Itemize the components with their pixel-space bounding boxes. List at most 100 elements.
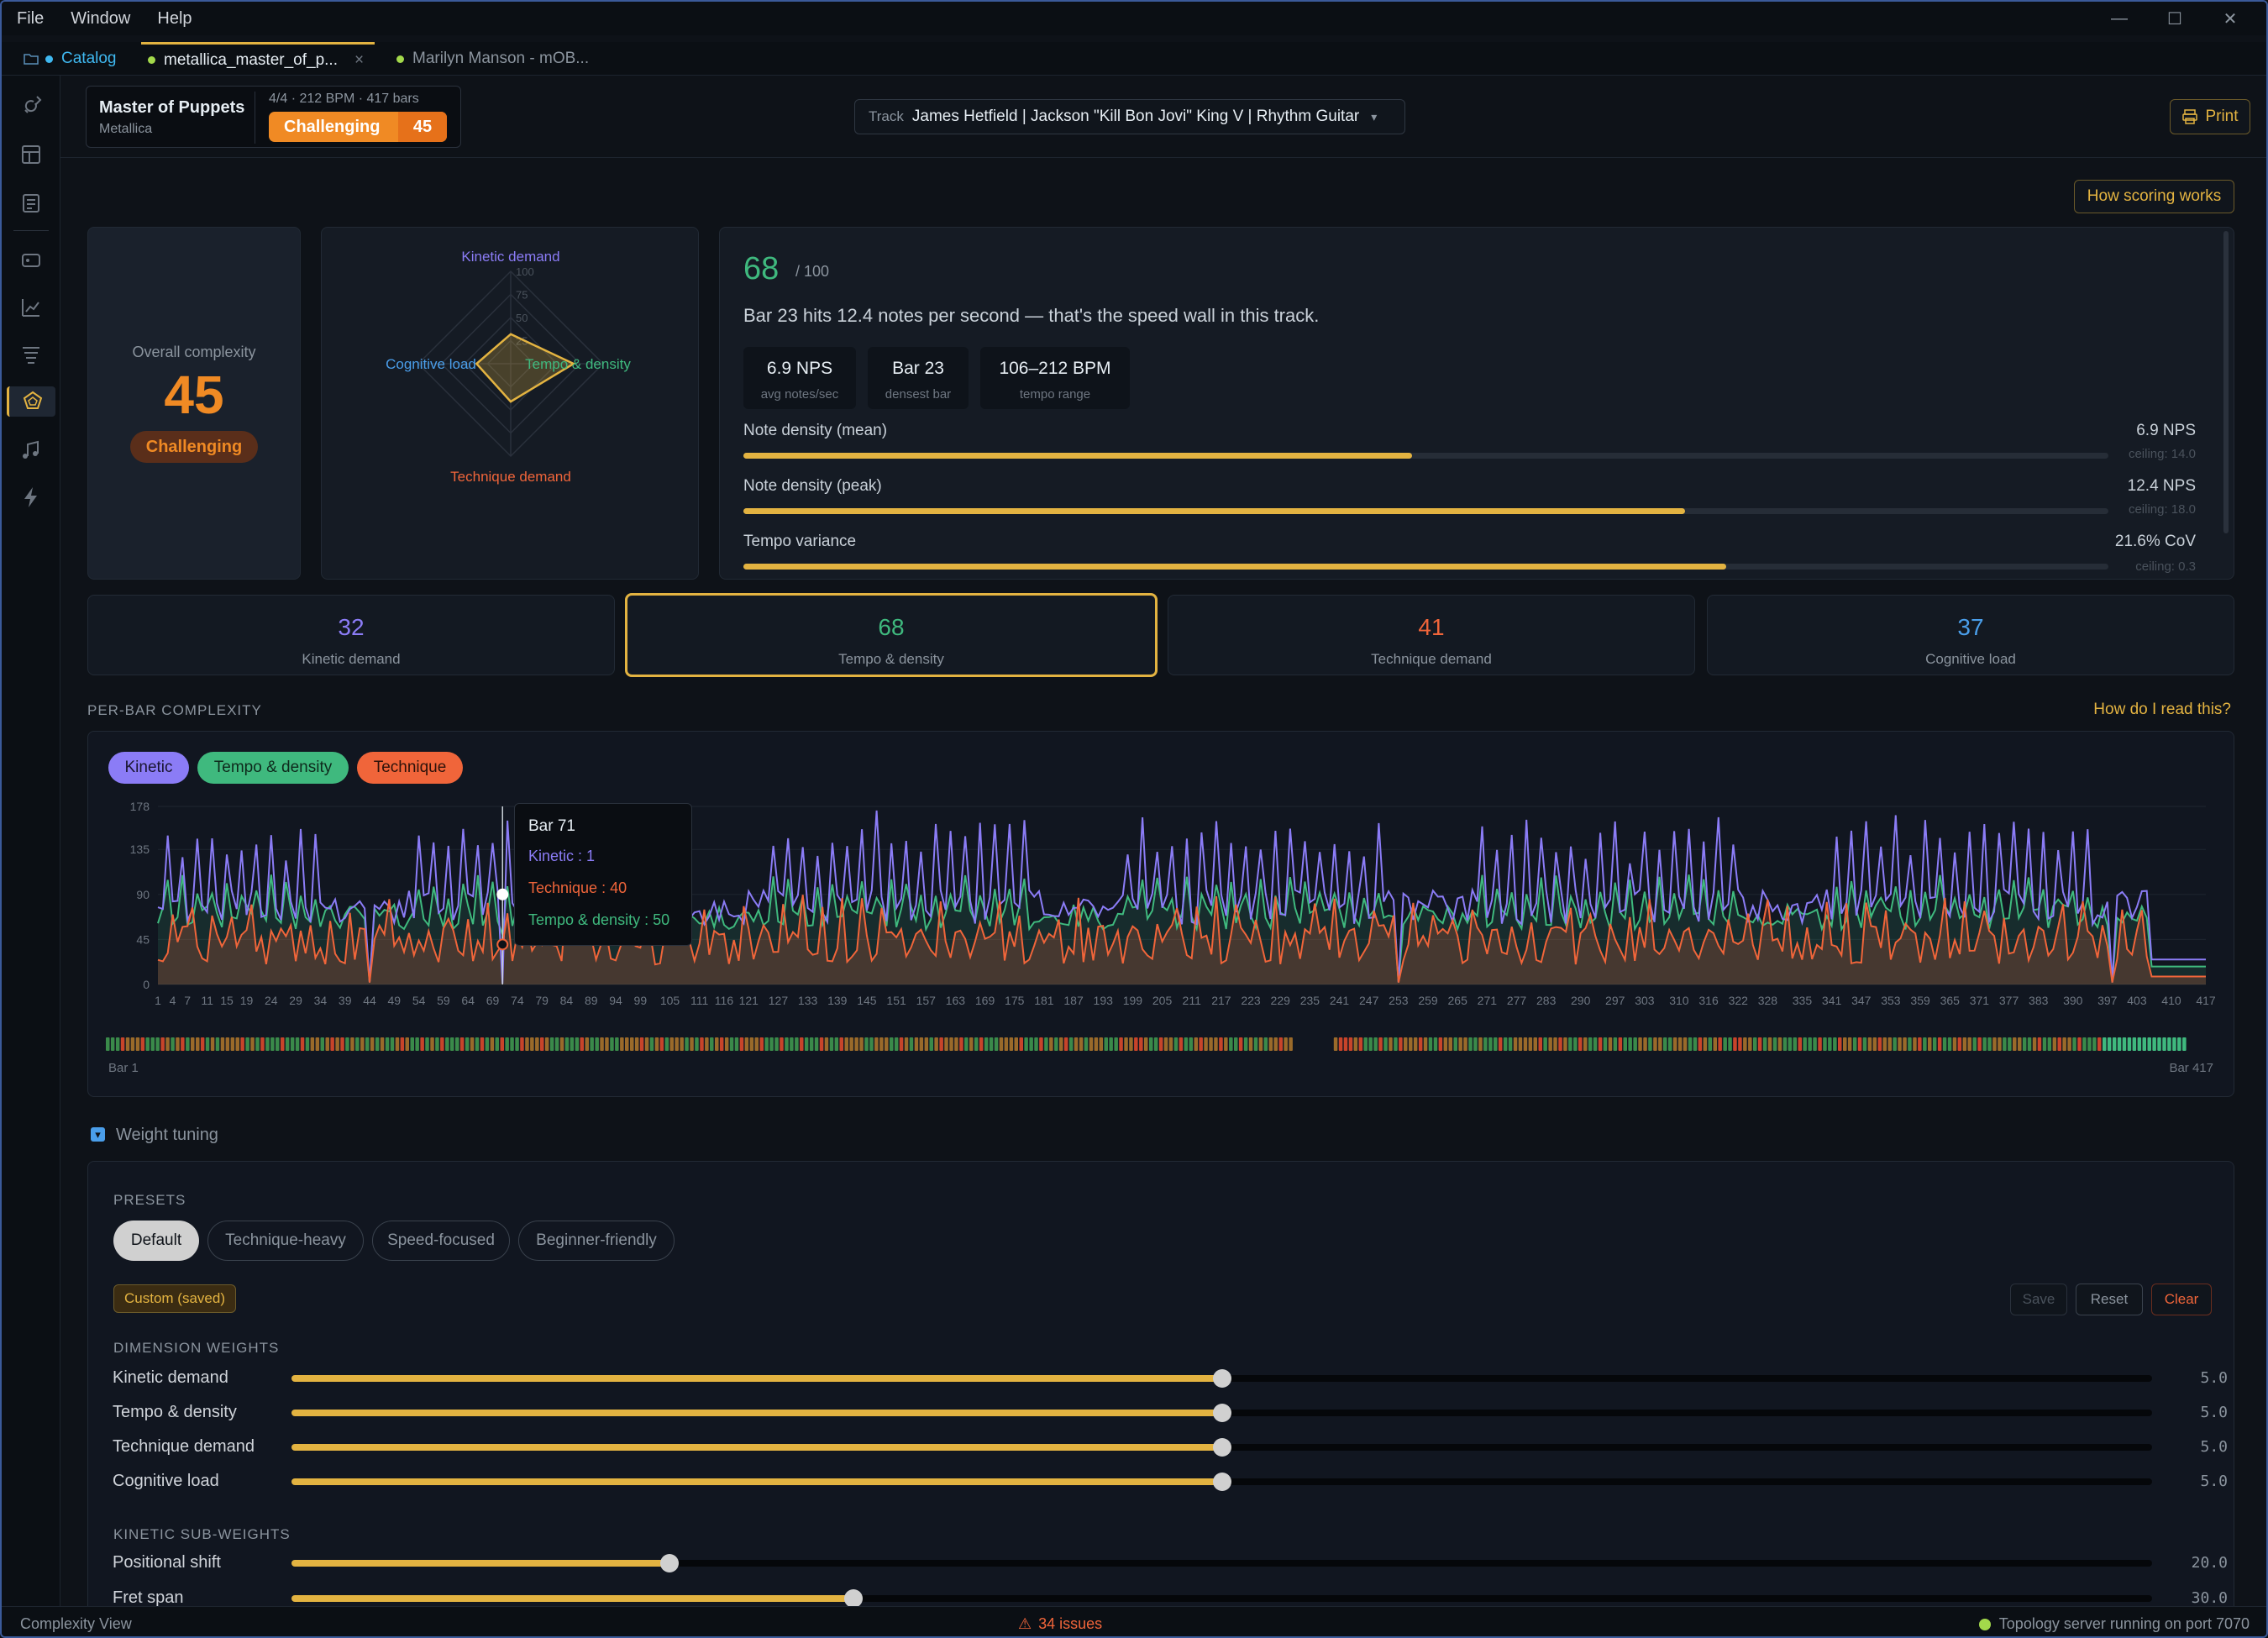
slider-track[interactable] <box>291 1438 2152 1457</box>
difficulty-score: 45 <box>398 112 447 142</box>
slider-value: 30.0 <box>2191 1589 2228 1606</box>
heatstrip-cell <box>769 1037 774 1051</box>
x-tick-label: 145 <box>857 994 877 1007</box>
heatstrip-cell <box>989 1037 994 1051</box>
slider-handle[interactable] <box>1212 1369 1231 1388</box>
minimize-icon[interactable]: — <box>2111 8 2128 28</box>
dimension-card-kinetic[interactable]: 32 Kinetic demand <box>87 595 615 675</box>
heatstrip-cell <box>420 1037 424 1051</box>
perbar-help-link[interactable]: How do I read this? <box>2093 701 2231 718</box>
heatstrip-cell <box>1588 1037 1593 1051</box>
legend-tempo[interactable]: Tempo & density <box>197 752 349 784</box>
slider-fill <box>291 1560 669 1567</box>
heatstrip-cell <box>1548 1037 1552 1051</box>
sidebar-dashboard[interactable] <box>16 139 46 170</box>
dimension-value: 37 <box>1957 614 1984 640</box>
slider-track[interactable] <box>291 1473 2152 1491</box>
chip-value: 6.9 NPS <box>766 359 833 378</box>
heatstrip-cell <box>914 1037 919 1051</box>
heatstrip-cell <box>1024 1037 1028 1051</box>
tab-metallica[interactable]: metallica_master_of_p... × <box>141 42 375 76</box>
heatstrip-cell <box>1104 1037 1108 1051</box>
heatstrip-cell <box>904 1037 909 1051</box>
sidebar-lightning[interactable] <box>16 482 46 512</box>
legend-technique[interactable]: Technique <box>357 752 463 784</box>
heatstrip-cell <box>1258 1037 1263 1051</box>
heatstrip-cell <box>1343 1037 1348 1051</box>
heatstrip-cell <box>1668 1037 1672 1051</box>
how-scoring-button[interactable]: How scoring works <box>2074 180 2234 213</box>
heatstrip-cell <box>1757 1037 1762 1051</box>
sidebar-music[interactable] <box>16 435 46 465</box>
heatstrip-cell <box>485 1037 490 1051</box>
sidebar-document[interactable] <box>16 188 46 218</box>
slider-handle[interactable] <box>843 1589 863 1606</box>
tab-catalog[interactable]: Catalog <box>24 42 133 76</box>
dimension-card-tempo[interactable]: 68 Tempo & density <box>625 593 1158 677</box>
slider-track[interactable] <box>291 1554 2152 1572</box>
heatstrip-cell <box>1394 1037 1398 1051</box>
dimension-label: Cognitive load <box>1925 651 2016 667</box>
heatstrip-cell <box>1643 1037 1647 1051</box>
clear-button[interactable]: Clear <box>2151 1284 2212 1315</box>
heatstrip-cell <box>305 1037 310 1051</box>
heatstrip-cell <box>934 1037 938 1051</box>
detail-scrollbar[interactable] <box>2223 231 2229 533</box>
slider-track[interactable] <box>291 1369 2152 1388</box>
dimension-card-cognitive[interactable]: 37 Cognitive load <box>1707 595 2234 675</box>
heatstrip-cell <box>1793 1037 1797 1051</box>
heatstrip-cell <box>2022 1037 2027 1051</box>
dimension-card-technique[interactable]: 41 Technique demand <box>1168 595 1695 675</box>
sidebar-chart[interactable] <box>16 292 46 323</box>
heatstrip-cell <box>1628 1037 1632 1051</box>
sidebar-complexity[interactable] <box>7 386 55 417</box>
legend-kinetic[interactable]: Kinetic <box>108 752 189 784</box>
heatstrip-cell <box>1887 1037 1892 1051</box>
x-tick-label: 34 <box>314 994 328 1007</box>
save-button[interactable]: Save <box>2010 1284 2067 1315</box>
heatstrip-cell <box>1074 1037 1079 1051</box>
maximize-icon[interactable]: ☐ <box>2167 9 2182 29</box>
preset-beginner-friendly[interactable]: Beginner-friendly <box>518 1221 675 1261</box>
sidebar-layers[interactable] <box>16 339 46 370</box>
x-tick-label: 383 <box>2029 994 2049 1007</box>
heatstrip-cell <box>196 1037 200 1051</box>
slider-handle[interactable] <box>1212 1438 1231 1457</box>
heatstrip-cell <box>844 1037 848 1051</box>
tab-label: Catalog <box>61 50 117 67</box>
heatstrip-cell <box>176 1037 180 1051</box>
heatstrip-cell <box>549 1037 554 1051</box>
radar-ring-label: 50 <box>516 312 528 324</box>
sidebar-settings-card[interactable] <box>16 245 46 276</box>
slider-fill <box>291 1410 1222 1416</box>
slider-track[interactable] <box>291 1404 2152 1422</box>
menu-help[interactable]: Help <box>157 8 192 28</box>
x-tick-label: 410 <box>2161 994 2181 1007</box>
x-tick-label: 259 <box>1418 994 1438 1007</box>
heatstrip-cell <box>2013 1037 2017 1051</box>
sidebar-guitar[interactable] <box>16 91 46 121</box>
slider-handle[interactable] <box>1212 1404 1231 1422</box>
menu-window[interactable]: Window <box>71 8 131 28</box>
slider-track[interactable] <box>291 1589 2152 1606</box>
tab-close-icon[interactable]: × <box>354 50 365 69</box>
slider-handle[interactable] <box>659 1554 679 1572</box>
preset-technique-heavy[interactable]: Technique-heavy <box>207 1221 364 1261</box>
print-button[interactable]: Print <box>2170 99 2250 134</box>
track-selector[interactable]: Track James Hetfield | Jackson "Kill Bon… <box>854 99 1405 134</box>
heatstrip-cell <box>495 1037 499 1051</box>
reset-button[interactable]: Reset <box>2076 1284 2143 1315</box>
slider-handle[interactable] <box>1212 1473 1231 1491</box>
tab-marilyn-manson[interactable]: Marilyn Manson - mOB... <box>396 42 623 76</box>
preset-speed-focused[interactable]: Speed-focused <box>372 1221 510 1261</box>
heatstrip-cell <box>1448 1037 1452 1051</box>
perbar-chart[interactable]: 178 135 90 45 01 4 7 11 15 19 24 29 34 39 44 49 54 59 64 69… <box>87 791 2234 1068</box>
heatstrip-cell <box>250 1037 255 1051</box>
close-icon[interactable]: ✕ <box>2223 9 2238 29</box>
slider-row-tempo: Tempo & density 5.0 <box>2 1400 2266 1425</box>
heatstrip-cell <box>1748 1037 1752 1051</box>
status-issues[interactable]: ⚠ 34 issues <box>1018 1615 1102 1633</box>
weight-tuning-toggle[interactable]: ▾ <box>91 1127 105 1142</box>
preset-default[interactable]: Default <box>113 1221 199 1261</box>
menu-file[interactable]: File <box>17 8 45 28</box>
